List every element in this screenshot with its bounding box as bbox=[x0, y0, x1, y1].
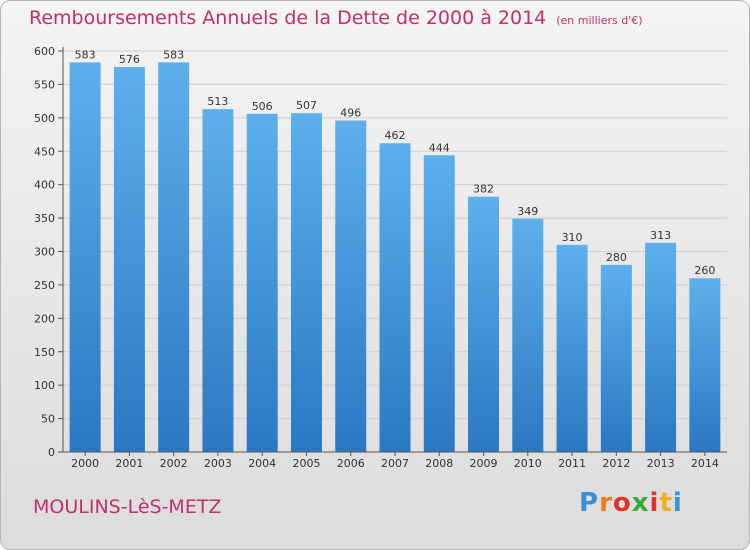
y-tick-label: 200 bbox=[34, 312, 55, 325]
bar bbox=[689, 278, 721, 452]
bar bbox=[512, 218, 544, 452]
bar-value-label: 583 bbox=[163, 48, 184, 61]
x-tick-label: 2001 bbox=[115, 457, 143, 470]
bar-value-label: 444 bbox=[429, 141, 450, 154]
y-tick-label: 300 bbox=[34, 246, 55, 259]
bars bbox=[69, 62, 721, 453]
logo-letter: o bbox=[612, 488, 632, 518]
bar-value-label: 349 bbox=[517, 205, 538, 218]
bar bbox=[158, 62, 190, 453]
data-labels: 583 576 583 513 506 507 496 462 444 382 349 310 280 3… bbox=[75, 48, 716, 277]
x-tick-label: 2000 bbox=[71, 457, 99, 470]
y-tick-label: 400 bbox=[34, 179, 55, 192]
bar bbox=[645, 242, 677, 452]
bar bbox=[69, 62, 101, 453]
y-tick-label: 600 bbox=[34, 45, 55, 58]
bar bbox=[423, 155, 455, 452]
x-tick-label: 2009 bbox=[470, 457, 498, 470]
chart-title: Remboursements Annuels de la Dette de 20… bbox=[29, 7, 643, 29]
bar-value-label: 313 bbox=[650, 229, 671, 242]
x-tick-label: 2010 bbox=[514, 457, 542, 470]
bar-value-label: 513 bbox=[207, 95, 228, 108]
x-tick-label: 2014 bbox=[691, 457, 719, 470]
x-tick-label: 2006 bbox=[337, 457, 365, 470]
x-tick-label: 2008 bbox=[425, 457, 453, 470]
y-tick-label: 500 bbox=[34, 112, 55, 125]
y-tick-label: 100 bbox=[34, 379, 55, 392]
y-tick-label: 350 bbox=[34, 212, 55, 225]
commune-name: MOULINS-LèS-METZ bbox=[33, 496, 222, 518]
bar bbox=[556, 244, 588, 452]
logo-letter: x bbox=[631, 488, 650, 518]
y-tick-label: 0 bbox=[48, 446, 55, 459]
bar-value-label: 576 bbox=[119, 53, 140, 66]
y-tick-label: 550 bbox=[34, 78, 55, 91]
bar-value-label: 507 bbox=[296, 99, 317, 112]
logo-letter: r bbox=[599, 488, 613, 518]
bar-value-label: 462 bbox=[385, 129, 406, 142]
y-tick-label: 50 bbox=[41, 413, 55, 426]
x-tick-label: 2005 bbox=[292, 457, 320, 470]
logo-letter: P bbox=[579, 488, 600, 518]
bar bbox=[246, 113, 278, 452]
x-tick-label: 2013 bbox=[647, 457, 675, 470]
title-text: Remboursements Annuels de la Dette de 20… bbox=[29, 7, 547, 29]
bar bbox=[335, 120, 367, 453]
bar-value-label: 382 bbox=[473, 183, 494, 196]
logo-letter: i bbox=[649, 488, 660, 518]
x-tick-label: 2012 bbox=[602, 457, 630, 470]
bar-value-label: 260 bbox=[694, 264, 715, 277]
bar-value-label: 280 bbox=[606, 251, 627, 264]
bar bbox=[290, 113, 322, 452]
y-tick-label: 250 bbox=[34, 279, 55, 292]
x-tick-label: 2004 bbox=[248, 457, 276, 470]
bar bbox=[600, 264, 632, 452]
x-tick-label: 2003 bbox=[204, 457, 232, 470]
unit-text: (en milliers d'€) bbox=[556, 14, 643, 27]
bar-value-label: 310 bbox=[562, 231, 583, 244]
proxiti-logo: Proxiti bbox=[579, 488, 683, 518]
x-tick-label: 2007 bbox=[381, 457, 409, 470]
bar-value-label: 506 bbox=[252, 100, 273, 113]
bar bbox=[113, 67, 145, 452]
logo-letter: i bbox=[672, 488, 683, 518]
y-tick-label: 450 bbox=[34, 145, 55, 158]
bar bbox=[202, 109, 234, 453]
logo-letter: t bbox=[659, 488, 673, 518]
axes: 0 50 100 150 200 250 300 350 400 450 500 550 600 2000… bbox=[34, 45, 727, 470]
bar bbox=[379, 143, 411, 453]
x-tick-label: 2002 bbox=[160, 457, 188, 470]
bar-value-label: 496 bbox=[340, 107, 361, 120]
y-tick-label: 150 bbox=[34, 346, 55, 359]
bar-value-label: 583 bbox=[75, 48, 96, 61]
bar bbox=[468, 196, 500, 452]
x-tick-label: 2011 bbox=[558, 457, 586, 470]
